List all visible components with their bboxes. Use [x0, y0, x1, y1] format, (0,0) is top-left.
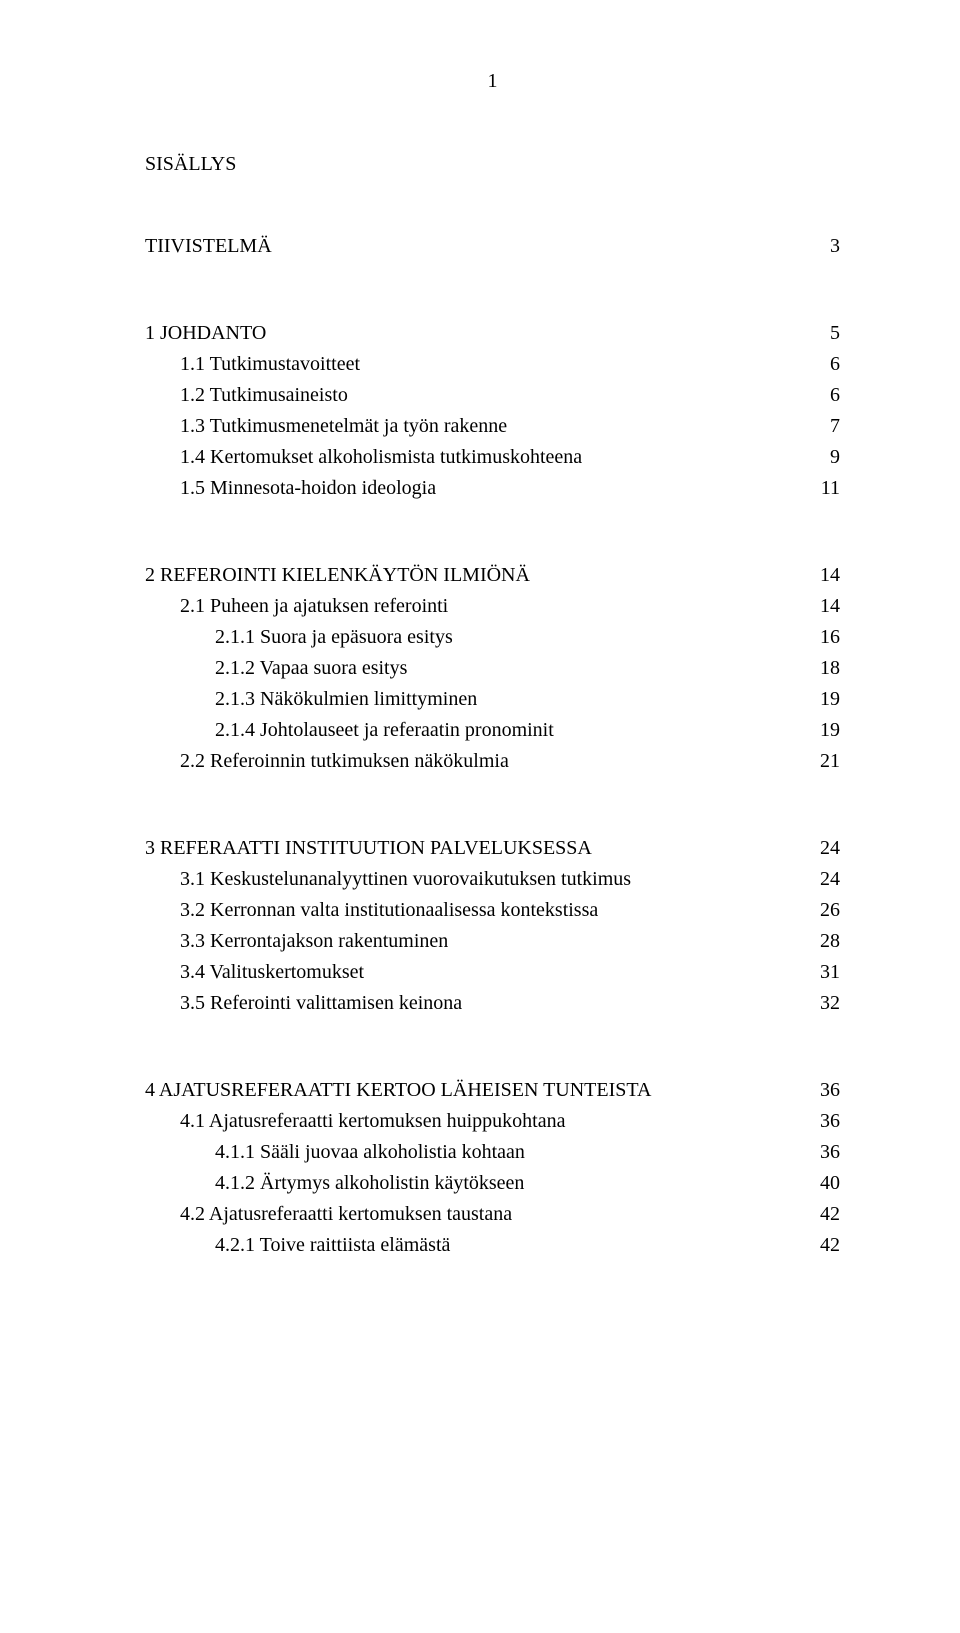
- toc-entry-page: 24: [786, 864, 840, 895]
- toc-entry: 4.1.2 Ärtymys alkoholistin käytökseen40: [145, 1168, 840, 1199]
- toc-entry-page: 32: [786, 988, 840, 1019]
- toc-entry: 2 REFEROINTI KIELENKÄYTÖN ILMIÖNÄ14: [145, 560, 840, 591]
- toc-entry-label: 3.3 Kerrontajakson rakentuminen: [180, 926, 786, 957]
- toc-entry-page: 14: [786, 591, 840, 622]
- toc-entry-page: 36: [786, 1075, 840, 1106]
- toc-entry: 2.1.2 Vapaa suora esitys18: [145, 653, 840, 684]
- toc-heading: SISÄLLYS: [145, 153, 840, 176]
- toc-entry-label: 1.3 Tutkimusmenetelmät ja työn rakenne: [180, 411, 786, 442]
- toc-entry-label: 3.4 Valituskertomukset: [180, 957, 786, 988]
- toc-entry-label: 4.2 Ajatusreferaatti kertomuksen taustan…: [180, 1199, 786, 1230]
- toc-entry: 4.1.1 Sääli juovaa alkoholistia kohtaan3…: [145, 1137, 840, 1168]
- toc-entry-page: 19: [786, 684, 840, 715]
- toc-entry-label: 3.5 Referointi valittamisen keinona: [180, 988, 786, 1019]
- toc-entry: 3.5 Referointi valittamisen keinona32: [145, 988, 840, 1019]
- toc-entry-label: 3 REFERAATTI INSTITUUTION PALVELUKSESSA: [145, 833, 786, 864]
- toc-entry-page: 6: [786, 380, 840, 411]
- toc-entry-page: 7: [786, 411, 840, 442]
- toc-entry: 2.1 Puheen ja ajatuksen referointi14: [145, 591, 840, 622]
- toc-entry: 2.1.1 Suora ja epäsuora esitys16: [145, 622, 840, 653]
- toc-entry-page: 9: [786, 442, 840, 473]
- toc-entry-page: 42: [786, 1199, 840, 1230]
- toc-entry-label: 1.2 Tutkimusaineisto: [180, 380, 786, 411]
- toc-entry-page: 14: [786, 560, 840, 591]
- toc-entry-page: 5: [786, 318, 840, 349]
- toc-entry-label: 2.1.4 Johtolauseet ja referaatin pronomi…: [215, 715, 786, 746]
- document-page: 1 SISÄLLYS TIIVISTELMÄ3 1 JOHDANTO51.1 Tu…: [0, 0, 960, 1633]
- toc-entry: 2.2 Referoinnin tutkimuksen näkökulmia21: [145, 746, 840, 777]
- toc-container: TIIVISTELMÄ3 1 JOHDANTO51.1 Tutkimustavoi…: [145, 231, 840, 1261]
- toc-entry-label: 3.2 Kerronnan valta institutionaalisessa…: [180, 895, 786, 926]
- toc-entry-page: 11: [786, 473, 840, 504]
- toc-entry: 1.5 Minnesota-hoidon ideologia11: [145, 473, 840, 504]
- toc-block: 4 AJATUSREFERAATTI KERTOO LÄHEISEN TUNTE…: [145, 1075, 840, 1261]
- page-number: 1: [145, 70, 840, 93]
- toc-entry: 4.1 Ajatusreferaatti kertomuksen huippuk…: [145, 1106, 840, 1137]
- toc-entry-label: 2.1.3 Näkökulmien limittyminen: [215, 684, 786, 715]
- toc-entry: 4.2.1 Toive raittiista elämästä42: [145, 1230, 840, 1261]
- toc-entry-label: 2.2 Referoinnin tutkimuksen näkökulmia: [180, 746, 786, 777]
- toc-entry-label: TIIVISTELMÄ: [145, 231, 786, 262]
- toc-entry-label: 4.2.1 Toive raittiista elämästä: [215, 1230, 786, 1261]
- toc-entry-page: 31: [786, 957, 840, 988]
- toc-block: TIIVISTELMÄ3: [145, 231, 840, 262]
- toc-entry-page: 24: [786, 833, 840, 864]
- toc-entry: 3.4 Valituskertomukset31: [145, 957, 840, 988]
- toc-entry-label: 4.1 Ajatusreferaatti kertomuksen huippuk…: [180, 1106, 786, 1137]
- toc-entry: 3.1 Keskustelunanalyyttinen vuorovaikutu…: [145, 864, 840, 895]
- toc-entry-page: 19: [786, 715, 840, 746]
- toc-entry-label: 2 REFEROINTI KIELENKÄYTÖN ILMIÖNÄ: [145, 560, 786, 591]
- toc-entry-page: 3: [786, 231, 840, 262]
- toc-entry-label: 1.4 Kertomukset alkoholismista tutkimusk…: [180, 442, 786, 473]
- toc-entry-label: 1.1 Tutkimustavoitteet: [180, 349, 786, 380]
- toc-entry-label: 1.5 Minnesota-hoidon ideologia: [180, 473, 786, 504]
- toc-entry-label: 4.1.2 Ärtymys alkoholistin käytökseen: [215, 1168, 786, 1199]
- toc-entry-page: 36: [786, 1106, 840, 1137]
- toc-entry-page: 16: [786, 622, 840, 653]
- toc-entry-page: 40: [786, 1168, 840, 1199]
- toc-entry: TIIVISTELMÄ3: [145, 231, 840, 262]
- toc-block: 3 REFERAATTI INSTITUUTION PALVELUKSESSA2…: [145, 833, 840, 1019]
- toc-entry: 2.1.3 Näkökulmien limittyminen19: [145, 684, 840, 715]
- toc-entry-page: 21: [786, 746, 840, 777]
- toc-entry-label: 3.1 Keskustelunanalyyttinen vuorovaikutu…: [180, 864, 786, 895]
- toc-entry-page: 6: [786, 349, 840, 380]
- toc-entry-page: 42: [786, 1230, 840, 1261]
- toc-entry: 3 REFERAATTI INSTITUUTION PALVELUKSESSA2…: [145, 833, 840, 864]
- toc-entry: 3.3 Kerrontajakson rakentuminen28: [145, 926, 840, 957]
- toc-entry-page: 36: [786, 1137, 840, 1168]
- toc-entry: 1 JOHDANTO5: [145, 318, 840, 349]
- toc-entry: 1.3 Tutkimusmenetelmät ja työn rakenne7: [145, 411, 840, 442]
- toc-entry: 2.1.4 Johtolauseet ja referaatin pronomi…: [145, 715, 840, 746]
- toc-entry-label: 2.1.2 Vapaa suora esitys: [215, 653, 786, 684]
- toc-entry: 1.2 Tutkimusaineisto6: [145, 380, 840, 411]
- toc-entry: 1.1 Tutkimustavoitteet6: [145, 349, 840, 380]
- toc-entry-page: 18: [786, 653, 840, 684]
- toc-entry: 4 AJATUSREFERAATTI KERTOO LÄHEISEN TUNTE…: [145, 1075, 840, 1106]
- toc-entry-label: 4.1.1 Sääli juovaa alkoholistia kohtaan: [215, 1137, 786, 1168]
- toc-block: 1 JOHDANTO51.1 Tutkimustavoitteet61.2 Tu…: [145, 318, 840, 504]
- toc-entry: 3.2 Kerronnan valta institutionaalisessa…: [145, 895, 840, 926]
- toc-block: 2 REFEROINTI KIELENKÄYTÖN ILMIÖNÄ142.1 P…: [145, 560, 840, 777]
- toc-entry: 4.2 Ajatusreferaatti kertomuksen taustan…: [145, 1199, 840, 1230]
- toc-entry: 1.4 Kertomukset alkoholismista tutkimusk…: [145, 442, 840, 473]
- toc-entry-page: 26: [786, 895, 840, 926]
- toc-entry-page: 28: [786, 926, 840, 957]
- toc-entry-label: 2.1.1 Suora ja epäsuora esitys: [215, 622, 786, 653]
- toc-entry-label: 1 JOHDANTO: [145, 318, 786, 349]
- toc-entry-label: 4 AJATUSREFERAATTI KERTOO LÄHEISEN TUNTE…: [145, 1075, 786, 1106]
- toc-entry-label: 2.1 Puheen ja ajatuksen referointi: [180, 591, 786, 622]
